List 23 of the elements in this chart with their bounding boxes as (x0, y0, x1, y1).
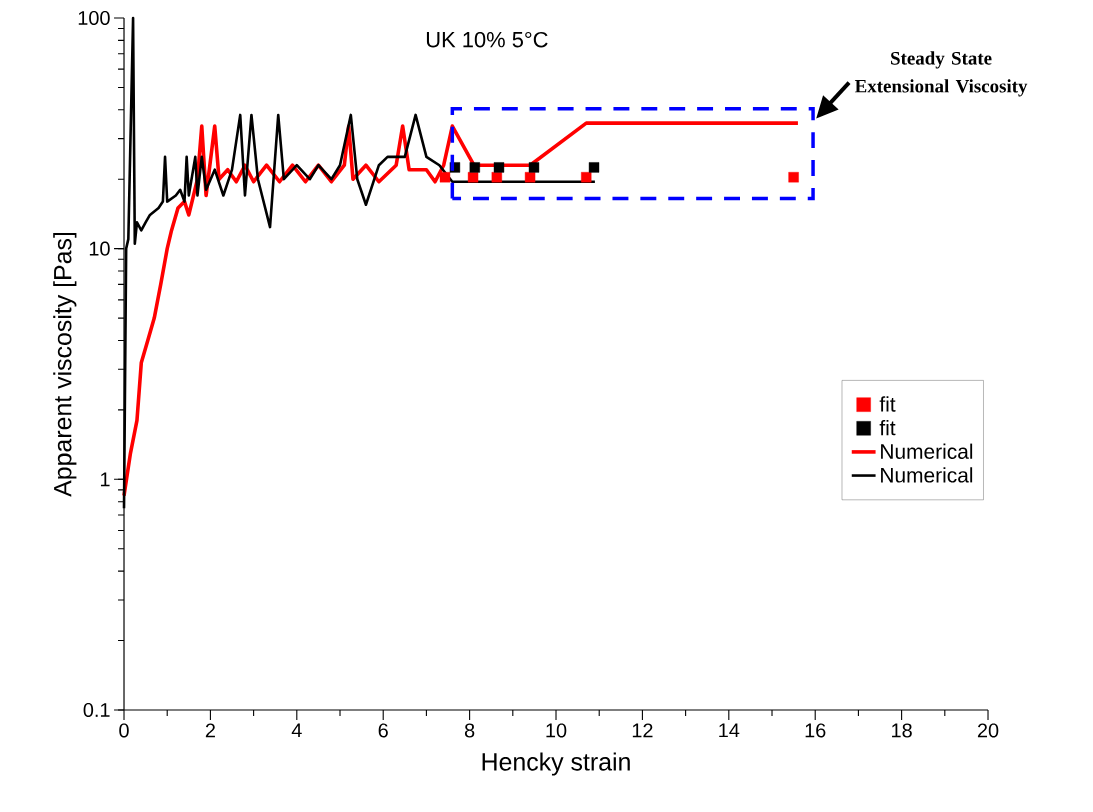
y-tick-label: 1 (100, 472, 110, 487)
x-tick-label: 20 (977, 723, 999, 738)
chart-title: UK 10% 5°C (426, 31, 548, 48)
x-tick-label: 16 (805, 723, 826, 738)
legend-label: fit (879, 419, 896, 436)
legend-label: Numerical (881, 443, 973, 459)
x-tick-label: 0 (119, 723, 129, 738)
y-tick-label: 0.1 (83, 702, 110, 718)
x-tick-label: 18 (892, 723, 912, 738)
x-tick-label: 14 (719, 723, 740, 738)
x-tick-label: 12 (632, 723, 653, 738)
x-tick-label: 8 (464, 723, 475, 738)
legend-label: Numerical (881, 467, 973, 483)
x-tick-label: 6 (378, 723, 388, 738)
x-tick-label: 4 (291, 723, 302, 738)
y-axis-title: Apparent viscosity [Pas] (53, 232, 77, 497)
y-tick-label: 100 (78, 10, 110, 26)
x-tick-label: 10 (546, 723, 567, 738)
y-tick-label: 10 (89, 241, 110, 256)
legend-label: fit (879, 396, 896, 412)
x-axis-title: Hencky strain (482, 752, 630, 776)
x-tick-label: 2 (205, 723, 215, 738)
annotation: Steady State Extensional Viscosity (854, 51, 1028, 97)
